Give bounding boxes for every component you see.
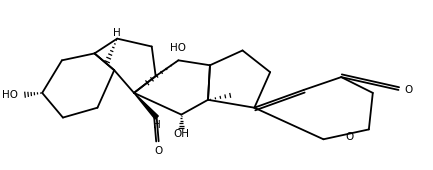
Text: HO: HO xyxy=(2,90,17,100)
Text: H: H xyxy=(113,28,121,38)
Text: OH: OH xyxy=(173,129,189,139)
Polygon shape xyxy=(134,93,158,119)
Text: HO: HO xyxy=(170,43,186,53)
Text: H: H xyxy=(153,121,161,130)
Text: O: O xyxy=(404,85,413,95)
Text: O: O xyxy=(155,146,163,156)
Text: O: O xyxy=(345,132,353,142)
